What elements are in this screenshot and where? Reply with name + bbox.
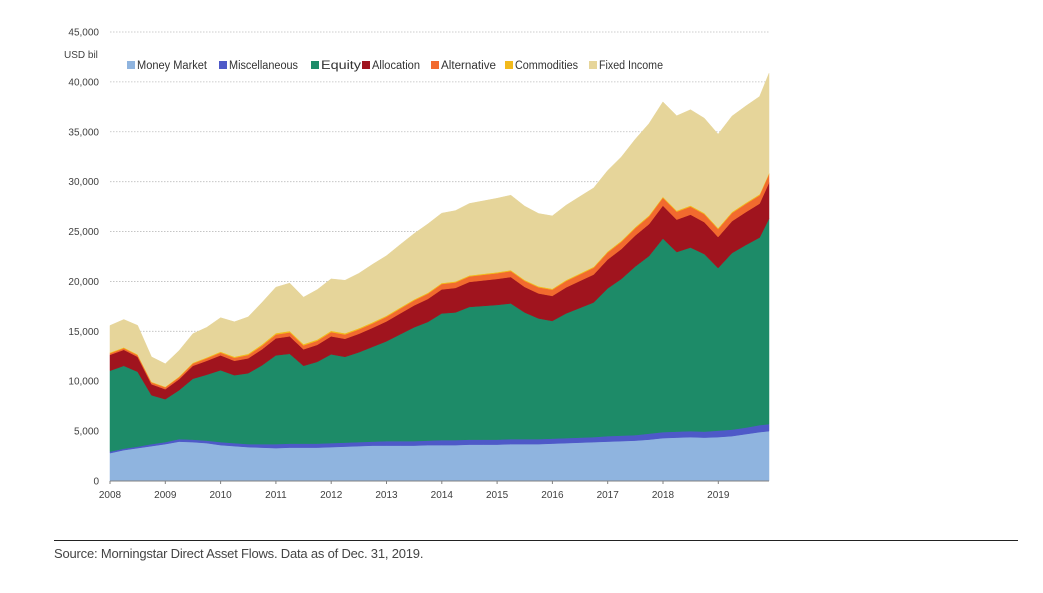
y-tick-label: 20,000 [68, 277, 99, 288]
legend-swatch [127, 61, 135, 69]
y-tick-label: 30,000 [68, 177, 99, 188]
y-tick-label: 5,000 [74, 427, 99, 438]
y-tick-label: 10,000 [68, 377, 99, 388]
legend-label: Alternative [441, 60, 496, 72]
x-tick-label: 2019 [707, 490, 730, 501]
legend-swatch [311, 61, 319, 69]
chart: 0 5,000 10,000 15,000 20,000 25,000 30,000 35,0… [64, 28, 770, 501]
x-tick-label: 2009 [154, 490, 177, 501]
area-fixed-income [109, 73, 770, 387]
axes: 0 5,000 10,000 15,000 20,000 25,000 30,000 35,0… [68, 28, 769, 501]
x-tick-label: 2017 [597, 490, 620, 501]
y-tick-label: 0 [93, 477, 99, 488]
y-tick-label: 25,000 [68, 227, 99, 238]
source-note: Source: Morningstar Direct Asset Flows. … [54, 546, 424, 561]
y-tick-label: 15,000 [68, 327, 99, 338]
x-tick-label: 2010 [209, 490, 232, 501]
stacked-areas [109, 73, 770, 482]
x-tick-label: 2018 [652, 490, 675, 501]
x-tick-label: 2016 [541, 490, 564, 501]
legend-label: Equity [321, 60, 361, 72]
legend-swatch [589, 61, 597, 69]
legend-label: Miscellaneous [229, 60, 298, 72]
y-tick-label: 45,000 [68, 28, 99, 39]
x-tick-label: 2012 [320, 490, 343, 501]
legend-swatch [505, 61, 513, 69]
source-divider [54, 540, 1018, 541]
legend-swatch [362, 61, 370, 69]
legend-swatch [219, 61, 227, 69]
legend-label: Allocation [372, 60, 420, 72]
x-tick-label: 2015 [486, 490, 509, 501]
x-tick-label: 2008 [99, 490, 122, 501]
legend-label: Commodities [515, 60, 578, 72]
x-tick-label: 2011 [265, 490, 287, 501]
x-tick-label: 2013 [375, 490, 398, 501]
y-tick-label: 35,000 [68, 127, 99, 138]
legend-swatch [431, 61, 439, 69]
legend-label: Money Market [137, 60, 208, 72]
x-tick-label: 2014 [431, 490, 454, 501]
legend-label: Fixed Income [599, 60, 663, 72]
y-unit-label: USD bil [64, 50, 98, 61]
legend: Money Market Miscellaneous Equity Allocatio… [127, 60, 663, 72]
y-tick-label: 40,000 [68, 77, 99, 88]
